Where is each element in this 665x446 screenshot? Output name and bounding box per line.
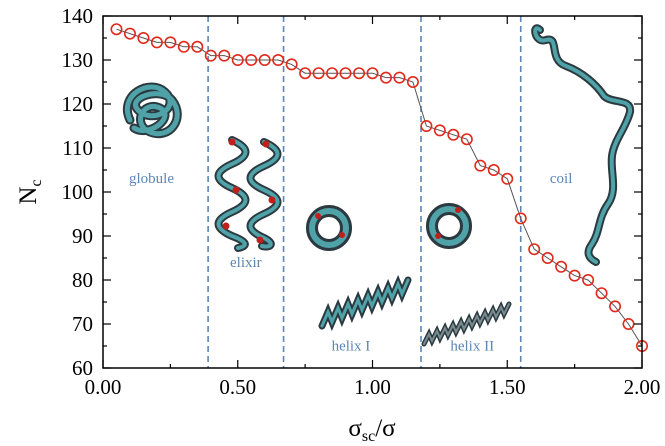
x-axis-title: σsc/σ	[348, 415, 396, 445]
y-axis-title-main: N	[15, 187, 42, 205]
y-axis-ticks: 60 70 80 90 100 110 120 130 140	[62, 4, 642, 380]
x-tick-label: 0.00	[85, 375, 122, 399]
y-tick-label: 140	[62, 4, 94, 28]
y-axis-title-sub: c	[28, 179, 45, 186]
data-point	[528, 243, 541, 256]
x-tick-label: 0.50	[219, 375, 256, 399]
elixir-conformation-illustration	[214, 136, 282, 252]
data-point	[595, 287, 608, 300]
data-point	[582, 273, 595, 286]
data-point	[299, 67, 312, 80]
data-point	[258, 53, 271, 66]
data-point	[406, 76, 419, 89]
data-point	[379, 71, 392, 84]
data-point	[245, 53, 258, 66]
data-point	[285, 58, 298, 71]
data-point	[353, 67, 366, 80]
x-axis-title-tail: /σ	[375, 415, 396, 442]
toroid-conformation-illustration	[306, 203, 472, 251]
region-labels: globule elixir helix I helix II coil	[129, 171, 572, 354]
phase-boundaries	[207, 16, 522, 368]
y-tick-label: 60	[72, 356, 93, 380]
data-point	[110, 23, 123, 36]
y-axis-title: Nc	[15, 179, 45, 204]
data-point	[622, 317, 635, 330]
data-point	[204, 49, 217, 62]
region-label: helix II	[450, 338, 494, 354]
data-point	[312, 67, 325, 80]
data-point	[420, 120, 433, 133]
y-tick-label: 120	[62, 92, 94, 116]
data-point	[164, 36, 177, 49]
data-point	[231, 53, 244, 66]
y-tick-label: 80	[72, 268, 93, 292]
series-line	[116, 28, 643, 347]
data-connector-line	[116, 28, 643, 347]
y-tick-label: 100	[62, 180, 94, 204]
data-point	[150, 36, 163, 49]
coil-conformation-illustration	[531, 24, 635, 266]
y-tick-label: 130	[62, 48, 94, 72]
data-markers	[110, 23, 648, 352]
x-axis-title-main: σ	[348, 415, 362, 442]
data-point	[514, 212, 527, 225]
x-axis-ticks: 0.00 0.50 1.00 1.50 2.00	[85, 16, 661, 399]
data-point	[609, 300, 622, 313]
data-point	[191, 40, 204, 53]
helix-conformation-illustration	[318, 274, 512, 347]
data-point	[366, 67, 379, 80]
data-point	[393, 71, 406, 84]
x-tick-label: 2.00	[624, 375, 661, 399]
data-point	[568, 269, 581, 282]
y-tick-label: 70	[72, 312, 93, 336]
data-point	[541, 252, 554, 265]
x-tick-label: 1.50	[489, 375, 526, 399]
data-point	[487, 164, 500, 177]
data-point	[555, 260, 568, 273]
data-point	[460, 133, 473, 146]
data-point	[272, 53, 285, 66]
region-label: helix I	[332, 338, 371, 354]
data-point	[501, 172, 514, 185]
region-label: elixir	[230, 255, 262, 271]
data-point	[326, 67, 339, 80]
plot-area	[103, 16, 642, 368]
x-axis-title-sub: sc	[362, 428, 375, 445]
region-label: globule	[129, 171, 174, 187]
data-point	[474, 159, 487, 172]
region-label: coil	[550, 171, 573, 187]
data-point	[137, 31, 150, 44]
globule-conformation-illustration	[123, 82, 182, 139]
data-point	[433, 124, 446, 137]
y-tick-label: 110	[62, 136, 93, 160]
y-tick-label: 90	[72, 224, 93, 248]
data-point	[339, 67, 352, 80]
data-point	[218, 49, 231, 62]
data-point	[177, 40, 190, 53]
data-point	[447, 128, 460, 141]
data-point	[123, 27, 136, 40]
x-tick-label: 1.00	[354, 375, 391, 399]
